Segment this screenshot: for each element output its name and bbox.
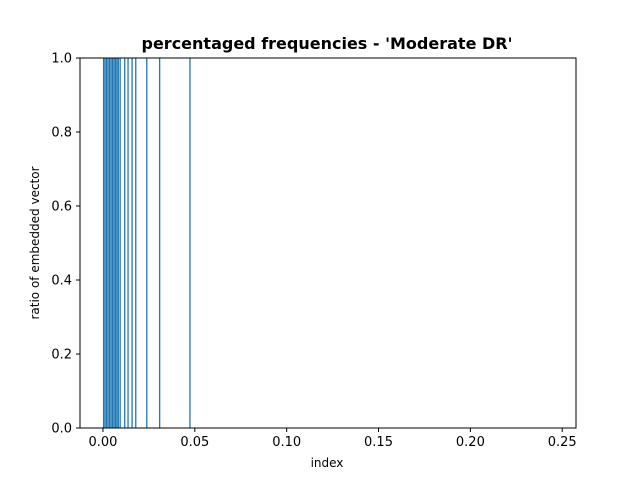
bar-13 — [127, 58, 129, 428]
bar-1 — [104, 58, 106, 428]
bar-2 — [105, 58, 108, 428]
y-tick-label: 0.4 — [51, 274, 72, 289]
bar-15 — [135, 58, 137, 428]
x-tick-label: 0.15 — [364, 435, 393, 450]
chart-title: percentaged frequencies - 'Moderate DR' — [142, 34, 513, 53]
bar-18 — [189, 58, 191, 428]
bar-14 — [131, 58, 133, 428]
y-tick-label: 0.8 — [51, 126, 72, 141]
y-axis-ticks: 0.0 0.2 0.4 0.6 0.8 1.0 — [51, 52, 80, 437]
bar-0 — [102, 58, 105, 428]
bar-3 — [107, 58, 109, 428]
bar-10 — [117, 58, 119, 428]
x-tick-label: 0.05 — [180, 435, 209, 450]
x-axis-label: index — [311, 456, 344, 470]
x-tick-label: 0.00 — [88, 435, 117, 450]
bar-7 — [113, 58, 115, 428]
x-axis-ticks: 0.00 0.05 0.10 0.15 0.20 0.25 — [88, 428, 577, 450]
y-tick-label: 1.0 — [51, 52, 72, 67]
bar-11 — [119, 58, 121, 428]
x-tick-label: 0.20 — [456, 435, 485, 450]
bar-4 — [108, 58, 111, 428]
y-tick-label: 0.0 — [51, 422, 72, 437]
y-tick-label: 0.2 — [51, 348, 72, 363]
y-tick-label: 0.6 — [51, 200, 72, 215]
bars-group — [102, 58, 191, 428]
bar-12 — [124, 58, 126, 428]
plot-frame — [79, 57, 577, 429]
bar-17 — [158, 58, 161, 428]
x-tick-label: 0.10 — [272, 435, 301, 450]
bar-8 — [114, 58, 117, 428]
bar-5 — [110, 58, 112, 428]
bar-9 — [116, 58, 118, 428]
x-tick-label: 0.25 — [548, 435, 577, 450]
y-axis-label: ratio of embedded vector — [28, 166, 42, 319]
bar-16 — [146, 58, 148, 428]
bar-6 — [111, 58, 114, 428]
